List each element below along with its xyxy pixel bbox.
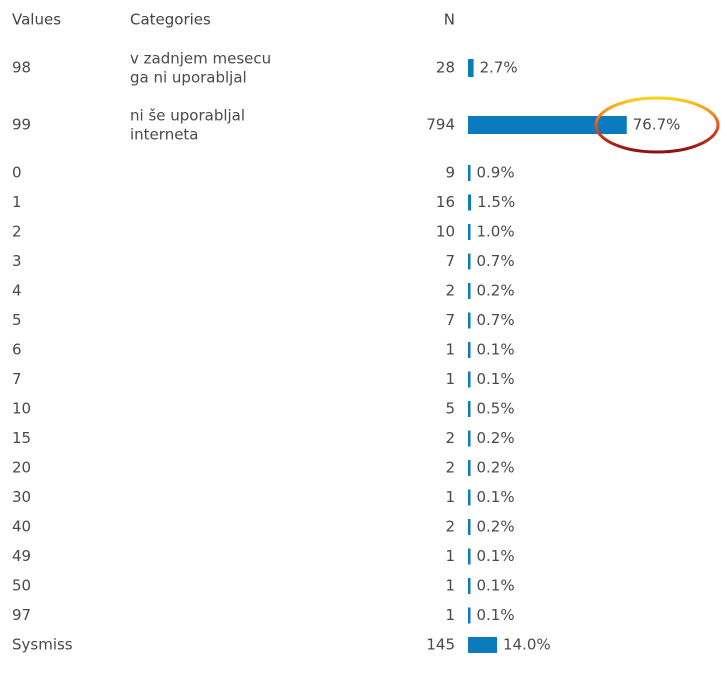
- percent-label: 76.7%: [633, 116, 681, 134]
- row-value: Sysmiss: [12, 636, 73, 654]
- row-n: 7: [445, 252, 455, 270]
- percent-label: 1.0%: [477, 223, 515, 241]
- row-value: 5: [12, 311, 22, 329]
- row-category: v zadnjem mesecu: [130, 50, 271, 68]
- percent-bar: [468, 342, 471, 358]
- percent-label: 0.7%: [477, 252, 515, 270]
- header-n: N: [444, 11, 455, 29]
- percent-bar: [468, 194, 472, 211]
- row-value: 2: [12, 223, 22, 241]
- row-n: 1: [445, 606, 455, 624]
- row-value: 97: [12, 606, 31, 624]
- percent-bar: [468, 637, 497, 653]
- row-value: 10: [12, 400, 31, 418]
- header-categories: Categories: [130, 11, 211, 29]
- percent-label: 0.2%: [477, 282, 515, 300]
- percent-bar: [468, 548, 471, 565]
- percent-label: 0.1%: [477, 547, 515, 565]
- row-n: 2: [445, 518, 455, 536]
- row-category: ni še uporabljal: [130, 107, 245, 125]
- percent-label: 0.9%: [477, 164, 515, 182]
- percent-bar: [468, 224, 471, 240]
- row-n: 7: [445, 311, 455, 329]
- row-n: 1: [445, 488, 455, 506]
- percent-label: 1.5%: [477, 193, 515, 211]
- percent-label: 0.1%: [477, 488, 515, 506]
- percent-label: 0.1%: [477, 341, 515, 359]
- row-n: 5: [445, 400, 455, 418]
- percent-bar: [468, 460, 471, 476]
- percent-label: 0.1%: [477, 606, 515, 624]
- row-category: ga ni uporabljal: [130, 69, 247, 87]
- row-category: interneta: [130, 126, 199, 144]
- percent-bar: [468, 489, 471, 506]
- row-n: 2: [445, 282, 455, 300]
- percent-bar: [468, 371, 471, 388]
- percent-bar: [468, 165, 471, 181]
- percent-bar: [468, 401, 471, 417]
- row-value: 30: [12, 488, 31, 506]
- row-n: 10: [436, 223, 455, 241]
- row-value: 50: [12, 577, 31, 595]
- row-n: 794: [426, 116, 455, 134]
- percent-bar: [468, 430, 471, 447]
- row-value: 99: [12, 116, 31, 134]
- percent-label: 2.7%: [480, 59, 518, 77]
- percent-label: 14.0%: [503, 636, 551, 654]
- row-n: 9: [445, 164, 455, 182]
- row-value: 98: [12, 59, 31, 77]
- row-n: 16: [436, 193, 455, 211]
- percent-label: 0.7%: [477, 311, 515, 329]
- row-n: 2: [445, 429, 455, 447]
- percent-bar: [468, 312, 471, 329]
- percent-bar: [468, 116, 627, 134]
- row-value: 15: [12, 429, 31, 447]
- row-n: 2: [445, 459, 455, 477]
- row-value: 0: [12, 164, 22, 182]
- row-n: 145: [426, 636, 455, 654]
- percent-bar: [468, 59, 474, 77]
- row-value: 49: [12, 547, 31, 565]
- percent-label: 0.1%: [477, 577, 515, 595]
- percent-label: 0.5%: [477, 400, 515, 418]
- percent-bar: [468, 283, 471, 299]
- percent-bar: [468, 519, 471, 535]
- row-n: 1: [445, 341, 455, 359]
- row-value: 7: [12, 370, 22, 388]
- row-n: 28: [436, 59, 455, 77]
- percent-label: 0.2%: [477, 459, 515, 477]
- row-value: 6: [12, 341, 22, 359]
- highlight-ring: [594, 96, 720, 154]
- row-value: 4: [12, 282, 22, 300]
- percent-bar: [468, 578, 471, 594]
- percent-label: 0.2%: [477, 518, 515, 536]
- row-value: 20: [12, 459, 31, 477]
- percent-bar: [468, 607, 471, 624]
- header-values: Values: [12, 11, 61, 29]
- percent-label: 0.1%: [477, 370, 515, 388]
- row-n: 1: [445, 370, 455, 388]
- percent-label: 0.2%: [477, 429, 515, 447]
- row-n: 1: [445, 547, 455, 565]
- row-value: 1: [12, 193, 22, 211]
- row-n: 1: [445, 577, 455, 595]
- percent-bar: [468, 253, 471, 270]
- row-value: 40: [12, 518, 31, 536]
- row-value: 3: [12, 252, 22, 270]
